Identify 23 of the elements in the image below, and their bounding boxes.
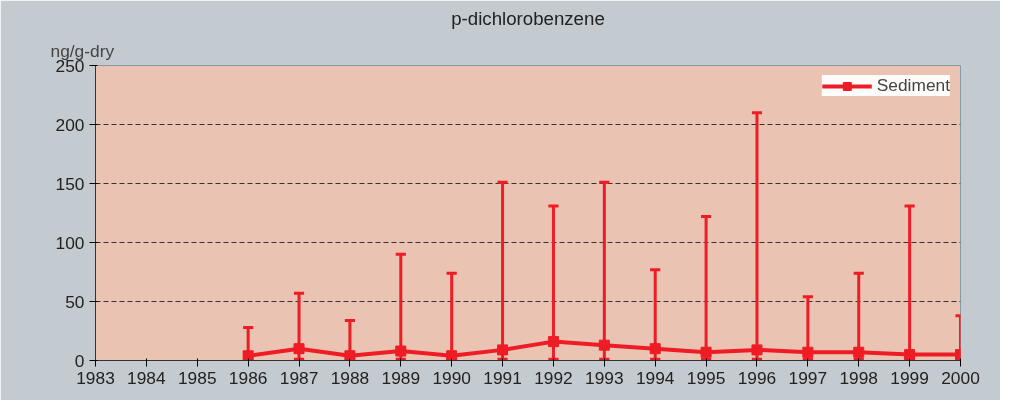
x-tick-label: 1991	[483, 367, 522, 388]
x-tick-label: 1990	[432, 367, 471, 388]
x-tick-label: 1988	[330, 367, 370, 388]
x-tick-label: 1998	[839, 367, 879, 388]
y-tick-label: 200	[55, 114, 85, 135]
x-tick-label: 1997	[788, 367, 828, 388]
x-tick-label: 1999	[890, 367, 929, 388]
y-tick-label: 100	[55, 232, 85, 253]
x-tick-label: 1989	[381, 367, 421, 388]
x-tick-label: 1994	[635, 367, 675, 388]
chart-title: p-dichlorobenzene	[451, 7, 605, 29]
y-tick-label: 50	[65, 291, 85, 312]
x-tick-label: 1992	[534, 367, 573, 388]
y-tick-label: 150	[55, 173, 85, 194]
x-tick-label: 1984	[127, 367, 167, 388]
x-tick-label: 2000	[941, 367, 980, 388]
x-tick-label: 1985	[177, 367, 217, 388]
x-tick-label: 1987	[279, 367, 319, 388]
x-tick-label: 1995	[686, 367, 726, 388]
x-tick-label: 1993	[585, 367, 624, 388]
x-tick-label: 1996	[737, 367, 777, 388]
x-tick-label: 1986	[228, 367, 268, 388]
legend-label: Sediment	[876, 75, 950, 96]
